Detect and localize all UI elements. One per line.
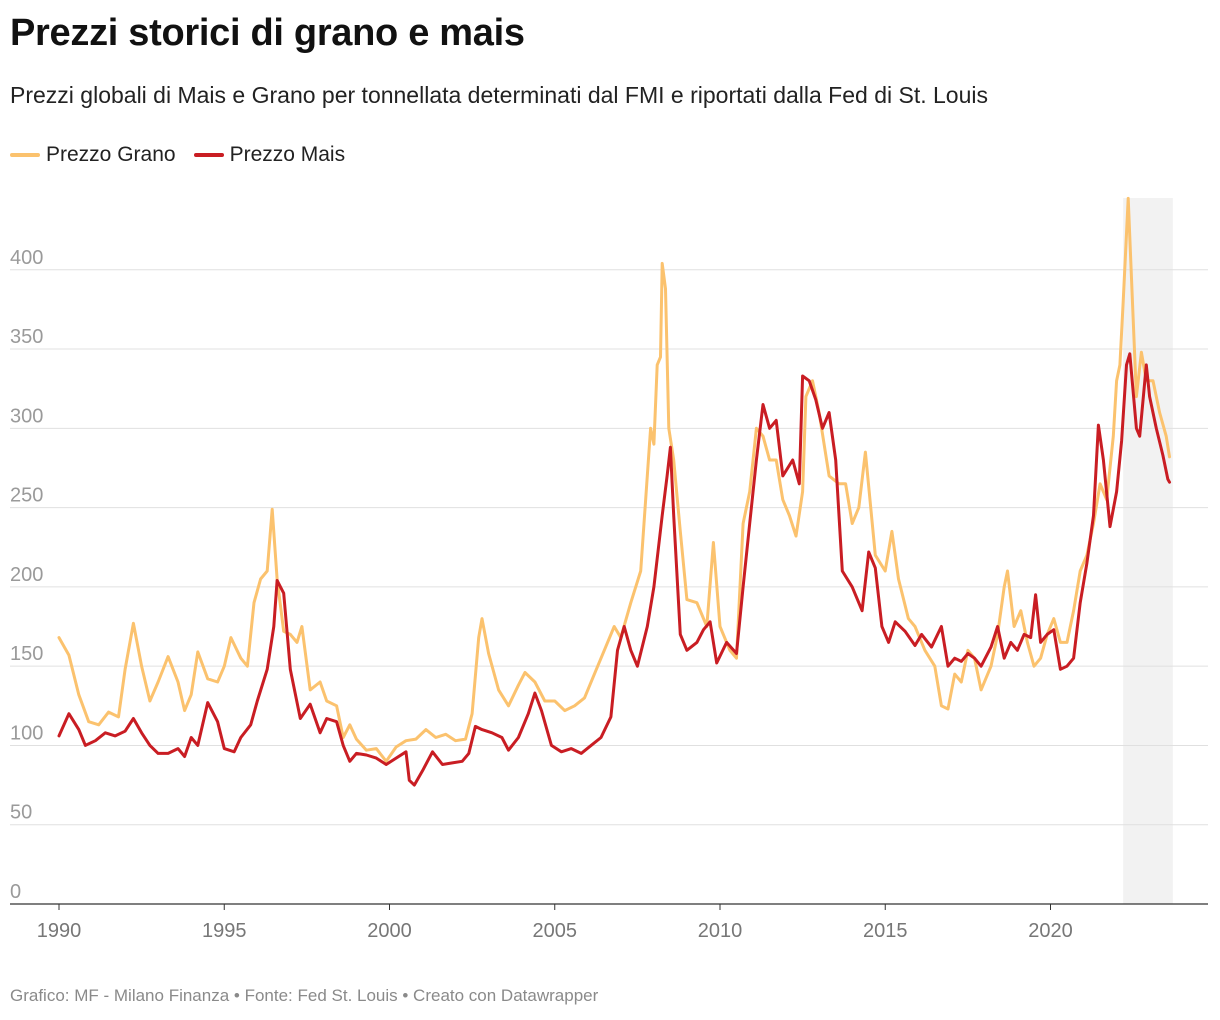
x-tick-label: 2020 bbox=[1028, 920, 1073, 942]
series-line-prezzo-mais bbox=[57, 352, 1171, 787]
legend-swatch-grano bbox=[10, 153, 40, 157]
legend-item-grano: Prezzo Grano bbox=[10, 143, 176, 167]
y-tick-label: 0 bbox=[10, 881, 21, 903]
legend-item-mais: Prezzo Mais bbox=[193, 143, 346, 167]
chart-legend: Prezzo Grano Prezzo Mais bbox=[10, 143, 345, 167]
legend-swatch-mais bbox=[193, 153, 224, 157]
y-tick-label: 150 bbox=[10, 643, 43, 665]
x-tick-label: 2005 bbox=[533, 920, 578, 942]
y-tick-label: 400 bbox=[10, 247, 43, 269]
y-tick-label: 250 bbox=[10, 485, 43, 507]
highlight-band bbox=[1123, 198, 1173, 904]
chart-plot: 0 50 100 150 200 250 300 350 400 1990 1995 2000 2005… bbox=[10, 196, 1208, 942]
x-tick-label: 2000 bbox=[367, 920, 412, 942]
legend-label-mais: Prezzo Mais bbox=[229, 143, 346, 166]
y-tick-label: 300 bbox=[10, 405, 43, 427]
chart-subtitle: Prezzi globali di Mais e Grano per tonne… bbox=[10, 82, 988, 108]
x-tick-label: 1990 bbox=[37, 920, 82, 942]
y-tick-label: 350 bbox=[10, 326, 43, 348]
x-tick-label: 2015 bbox=[863, 920, 908, 942]
y-tick-label: 200 bbox=[10, 564, 43, 586]
series-line-prezzo-grano bbox=[57, 196, 1171, 763]
x-tick-label: 2010 bbox=[698, 920, 743, 942]
chart-footer: Grafico: MF - Milano Finanza • Fonte: Fe… bbox=[10, 986, 599, 1005]
x-tick-label: 1995 bbox=[202, 920, 247, 942]
y-tick-label: 50 bbox=[10, 802, 32, 824]
chart-title: Prezzi storici di grano e mais bbox=[10, 12, 525, 54]
legend-label-grano: Prezzo Grano bbox=[46, 143, 176, 166]
y-tick-label: 100 bbox=[10, 722, 43, 744]
